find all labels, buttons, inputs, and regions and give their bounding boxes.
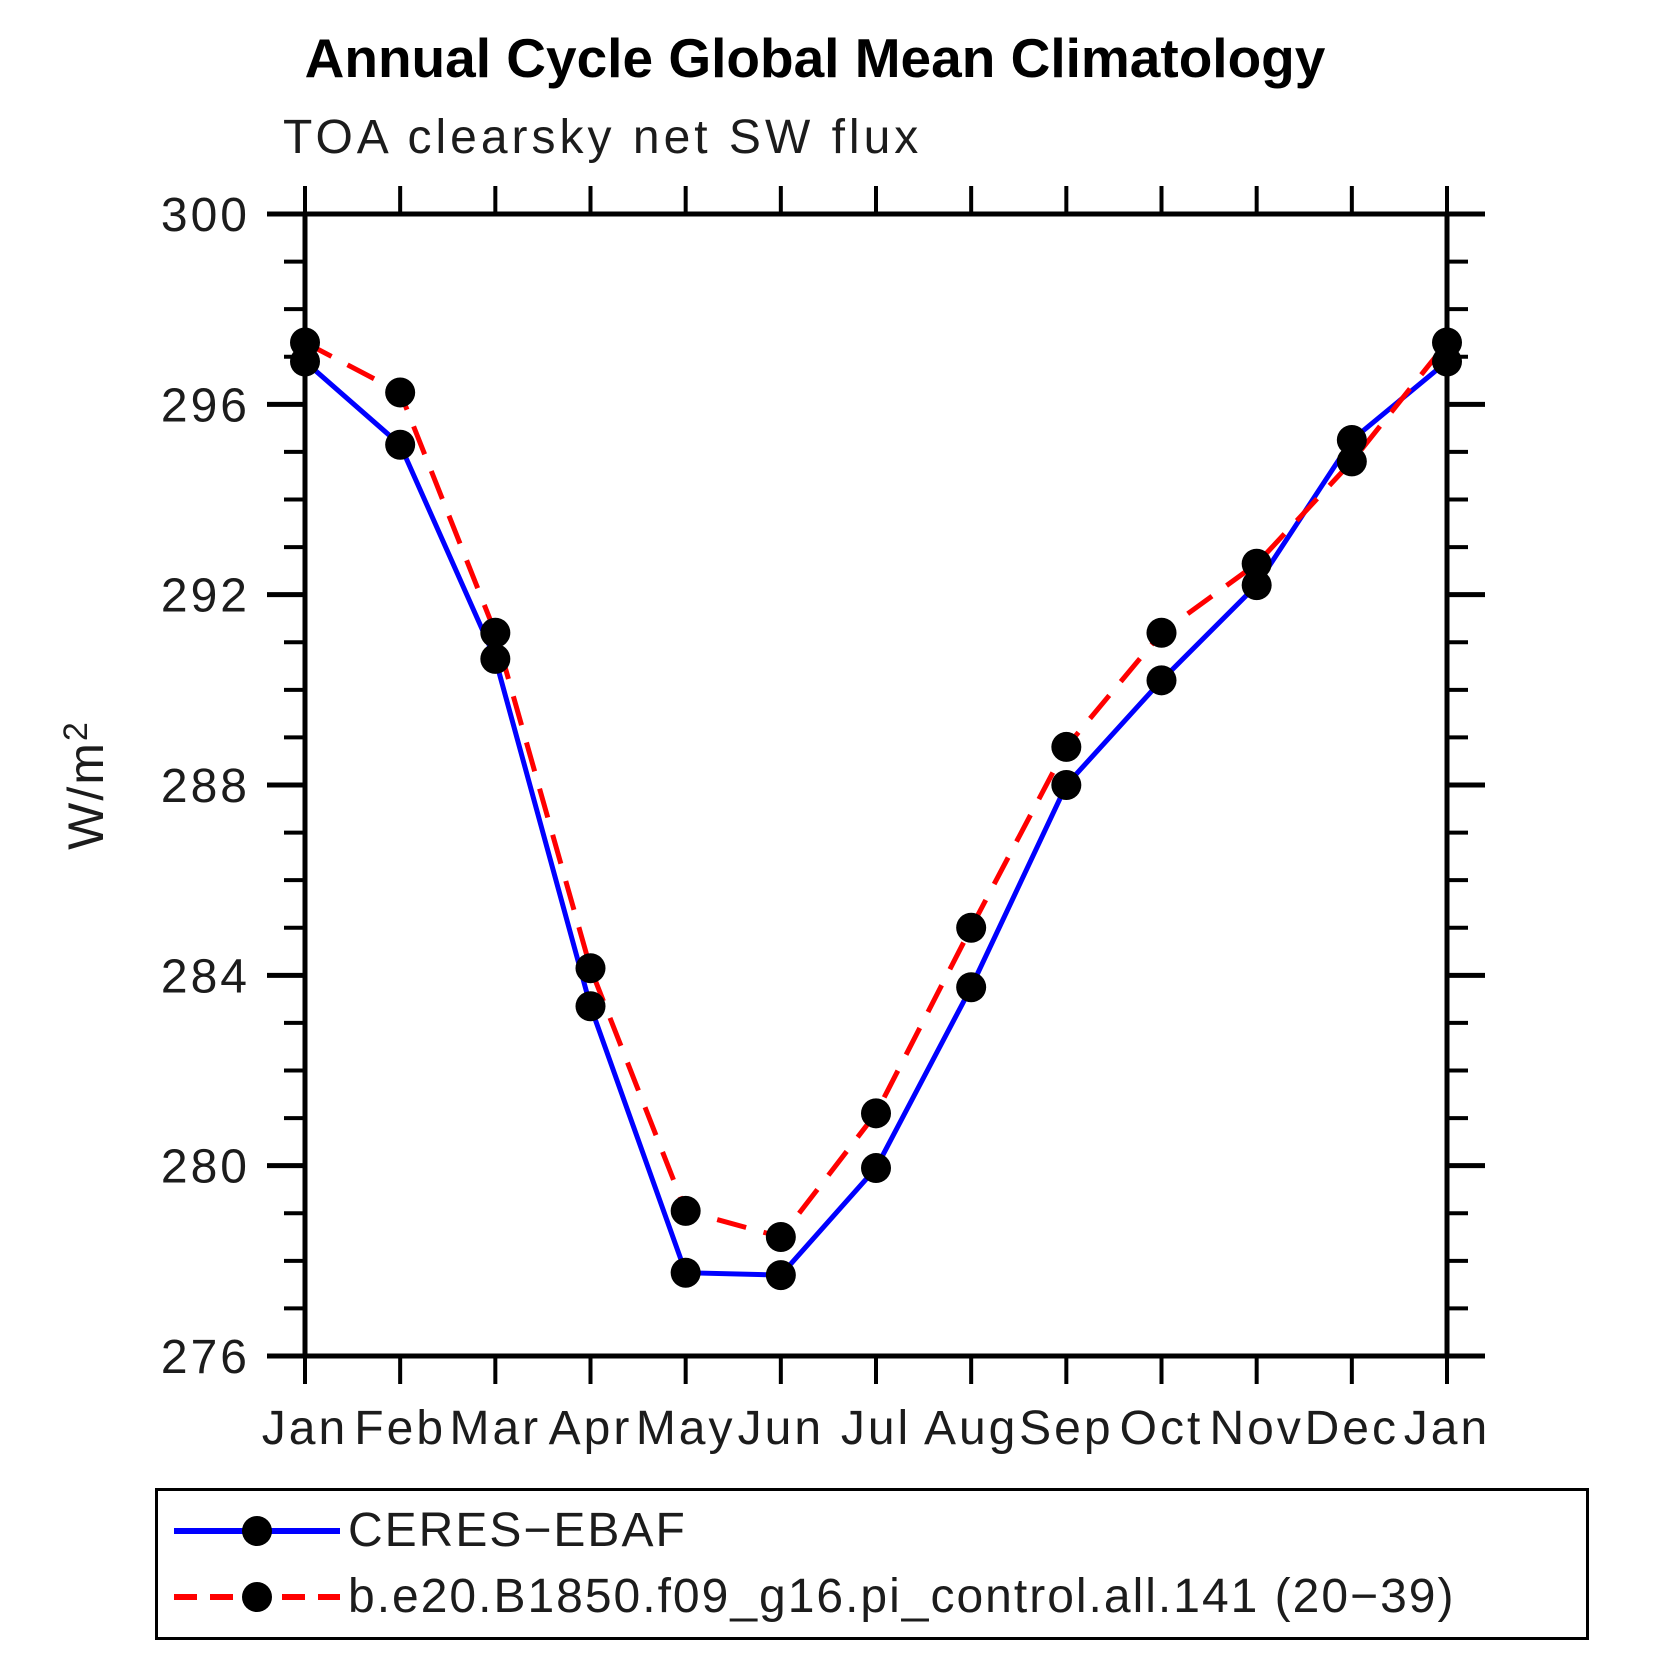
svg-text:280: 280: [161, 1141, 250, 1194]
plot-frame: [302, 211, 1450, 1359]
y-axis-title: W/m2: [57, 720, 114, 850]
svg-text:Mar: Mar: [449, 1402, 541, 1455]
legend-item-model: b.e20.B1850.f09_g16.pi_control.all.141 (…: [168, 1571, 1586, 1623]
chart-subtitle: TOA clearsky net SW flux: [283, 111, 923, 164]
series-line-0: [303, 359, 1449, 1278]
svg-text:Feb: Feb: [354, 1402, 446, 1455]
legend-item-ceres-ebaf: CERES−EBAF: [168, 1505, 1586, 1557]
svg-text:Apr: Apr: [549, 1402, 633, 1455]
data-point-markers: [290, 327, 1462, 1291]
legend: CERES−EBAF b.e20.B1850.f09_g16.pi_contro…: [155, 1488, 1589, 1640]
svg-text:292: 292: [161, 570, 250, 623]
chart-title: Annual Cycle Global Mean Climatology: [304, 27, 1326, 89]
svg-text:May: May: [636, 1402, 736, 1455]
legend-label-model: b.e20.B1850.f09_g16.pi_control.all.141 (…: [348, 1570, 1456, 1623]
svg-text:Jan: Jan: [1404, 1402, 1490, 1455]
svg-text:Nov: Nov: [1209, 1402, 1303, 1455]
svg-text:W/m2: W/m2: [57, 720, 114, 850]
svg-text:Dec: Dec: [1305, 1402, 1399, 1455]
svg-text:Oct: Oct: [1120, 1402, 1204, 1455]
legend-label-ceres-ebaf: CERES−EBAF: [348, 1504, 687, 1557]
svg-text:Jun: Jun: [738, 1402, 824, 1455]
svg-text:Jan: Jan: [262, 1402, 348, 1455]
svg-text:288: 288: [161, 760, 250, 813]
axis-ticks: [267, 186, 1485, 1384]
legend-solid-line-icon: [174, 1516, 340, 1546]
svg-text:276: 276: [161, 1331, 250, 1384]
svg-text:300: 300: [161, 189, 250, 242]
y-tick-labels: 300 296 292 288 284 280 276: [161, 189, 250, 1384]
x-tick-labels: Jan Feb Mar Apr May Jun Jul Aug Sep Oct Nov Dec Jan: [262, 1402, 1490, 1455]
legend-dashed-line-icon: [174, 1582, 340, 1612]
svg-text:Jul: Jul: [841, 1402, 911, 1455]
svg-text:Sep: Sep: [1019, 1402, 1113, 1455]
svg-text:284: 284: [161, 950, 250, 1003]
svg-text:Aug: Aug: [924, 1402, 1018, 1455]
svg-text:296: 296: [161, 379, 250, 432]
